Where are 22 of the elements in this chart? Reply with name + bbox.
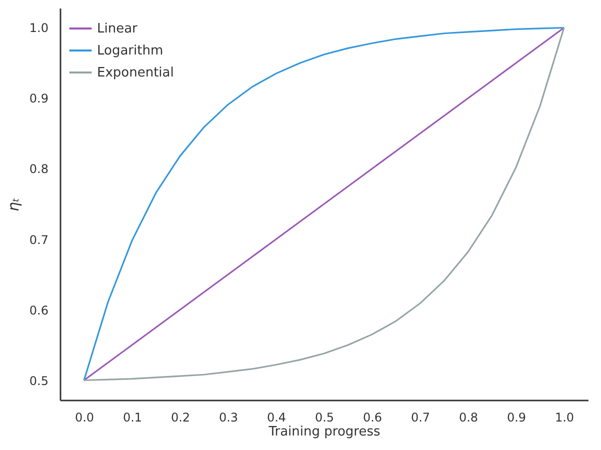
y-tick-label: 0.7 <box>29 232 48 247</box>
x-tick-label: 0.0 <box>74 410 94 424</box>
y-tick-label: 0.9 <box>29 92 48 106</box>
y-tick-label: 0.6 <box>29 303 48 318</box>
x-tick-label: 0.1 <box>122 410 142 424</box>
x-tick-label: 0.2 <box>170 410 190 424</box>
x-tick-label: 0.7 <box>410 410 430 424</box>
x-tick-label: 0.3 <box>218 410 238 424</box>
legend-label: Linear <box>97 22 138 36</box>
x-tick-label: 1.0 <box>554 410 574 424</box>
y-tick-label: 0.5 <box>29 374 48 388</box>
x-tick-label: 0.8 <box>458 410 478 424</box>
x-tick-label: 0.4 <box>266 410 286 424</box>
legend-label: Exponential <box>97 66 174 80</box>
legend-label: Logarithm <box>97 44 164 58</box>
x-tick-label: 0.6 <box>362 410 382 424</box>
y-axis-title: ηₜ <box>4 198 22 212</box>
x-axis-title: Training progress <box>268 424 380 440</box>
y-tick-label: 1.0 <box>29 21 48 36</box>
x-tick-label: 0.9 <box>506 410 526 424</box>
x-tick-label: 0.5 <box>314 410 334 424</box>
y-tick-label: 0.8 <box>29 162 48 176</box>
